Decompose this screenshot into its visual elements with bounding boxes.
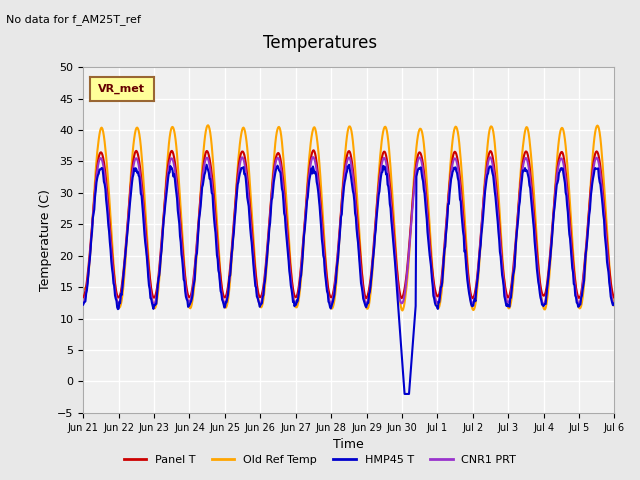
HMP45 T [226, 274, 234, 280]
Panel T [198, 183, 205, 189]
HMP45 T [143, 263, 151, 268]
Text: VR_met: VR_met [98, 84, 145, 94]
Old Ref Temp [89, 213, 97, 218]
Panel T [414, 153, 422, 158]
CNR1 PRT [143, 259, 151, 265]
Old Ref Temp [227, 276, 234, 282]
Panel T [310, 147, 317, 153]
Text: No data for f_AM25T_ref: No data for f_AM25T_ref [6, 14, 141, 25]
Old Ref Temp [611, 303, 618, 309]
Old Ref Temp [415, 129, 422, 135]
Old Ref Temp [204, 122, 212, 128]
Old Ref Temp [399, 308, 406, 313]
HMP45 T [89, 216, 97, 221]
CNR1 PRT [226, 276, 234, 282]
CNR1 PRT [429, 284, 437, 289]
HMP45 T [415, 166, 422, 171]
X-axis label: Time: Time [333, 438, 364, 451]
Old Ref Temp [430, 286, 438, 291]
Old Ref Temp [79, 284, 87, 290]
Line: Old Ref Temp: Old Ref Temp [83, 125, 614, 311]
CNR1 PRT [611, 302, 618, 308]
CNR1 PRT [414, 157, 422, 163]
Legend: Panel T, Old Ref Temp, HMP45 T, CNR1 PRT: Panel T, Old Ref Temp, HMP45 T, CNR1 PRT [119, 451, 521, 469]
HMP45 T [198, 194, 205, 200]
Panel T [226, 271, 234, 277]
HMP45 T [430, 296, 438, 301]
CNR1 PRT [198, 187, 205, 193]
HMP45 T [611, 302, 618, 308]
CNR1 PRT [309, 154, 317, 160]
HMP45 T [79, 302, 87, 308]
Line: Panel T: Panel T [83, 150, 614, 298]
Panel T [89, 213, 97, 219]
CNR1 PRT [89, 216, 97, 221]
Y-axis label: Temperature (C): Temperature (C) [38, 189, 52, 291]
Line: CNR1 PRT: CNR1 PRT [83, 157, 614, 305]
HMP45 T [346, 162, 353, 168]
Panel T [429, 276, 437, 282]
Text: Temperatures: Temperatures [263, 34, 377, 51]
Panel T [143, 250, 151, 256]
Old Ref Temp [143, 240, 151, 246]
Line: HMP45 T: HMP45 T [83, 165, 614, 394]
HMP45 T [401, 391, 408, 397]
Old Ref Temp [198, 176, 205, 181]
Panel T [611, 295, 618, 301]
Panel T [79, 294, 87, 300]
Panel T [468, 295, 476, 301]
CNR1 PRT [79, 301, 87, 307]
